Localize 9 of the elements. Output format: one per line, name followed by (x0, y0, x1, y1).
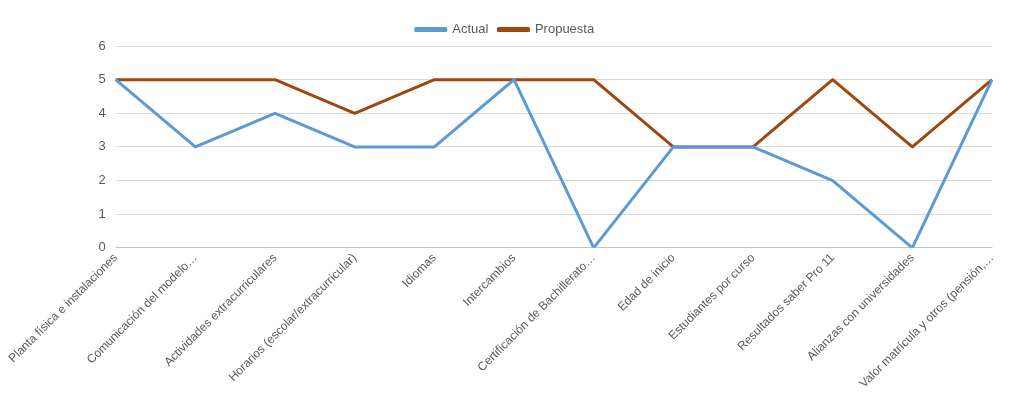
y-tick-label: 5 (98, 71, 106, 87)
y-tick-label: 4 (98, 104, 106, 120)
y-tick-label: 2 (98, 172, 106, 188)
y-tick-label: 6 (98, 37, 106, 53)
y-tick-label: 1 (98, 205, 106, 221)
legend-label: Propuesta (534, 21, 595, 37)
y-tick-label: 0 (98, 239, 106, 255)
legend-label: Actual (452, 21, 489, 37)
y-tick-label: 3 (98, 138, 106, 154)
